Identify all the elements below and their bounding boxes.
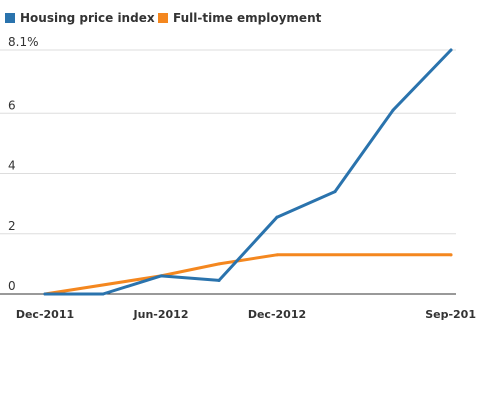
employment-data-point	[449, 253, 453, 257]
employment-data-point	[217, 262, 221, 266]
housing-data-point	[449, 48, 453, 52]
x-tick-label: Dec-2011	[16, 308, 74, 321]
legend: Housing price index Full-time employment	[5, 11, 322, 25]
legend-swatch-housing	[5, 13, 15, 23]
legend-swatch-employment	[158, 13, 168, 23]
housing-data-point	[275, 215, 279, 219]
legend-label-employment: Full-time employment	[173, 11, 322, 25]
y-tick-label: 6	[8, 98, 16, 112]
employment-data-point	[275, 253, 279, 257]
housing-data-point	[217, 278, 221, 282]
housing-data-point	[333, 190, 337, 194]
gridlines	[0, 49, 456, 295]
housing-data-point	[391, 108, 395, 112]
y-tick-label: 4	[8, 159, 16, 173]
x-tick-label: Jun-2012	[133, 308, 189, 321]
x-tick-label: Dec-2012	[248, 308, 306, 321]
housing-data-point	[43, 292, 47, 296]
x-axis-tick-labels: Dec-2011 Jun-2012 Dec-2012 Sep-201	[16, 308, 476, 321]
series-line-housing-price-index	[43, 48, 453, 296]
y-axis-tick-labels: 8.1% 6 4 2 0	[8, 35, 39, 293]
housing-data-point	[159, 274, 163, 278]
y-tick-label: 0	[8, 279, 16, 293]
y-tick-label: 8.1%	[8, 35, 39, 49]
legend-label-housing: Housing price index	[20, 11, 155, 25]
series-lines	[43, 48, 453, 296]
series-line-full-time-employment	[43, 253, 453, 296]
y-tick-label: 2	[8, 219, 16, 233]
housing-data-point	[101, 292, 105, 296]
x-tick-label: Sep-201	[425, 308, 476, 321]
